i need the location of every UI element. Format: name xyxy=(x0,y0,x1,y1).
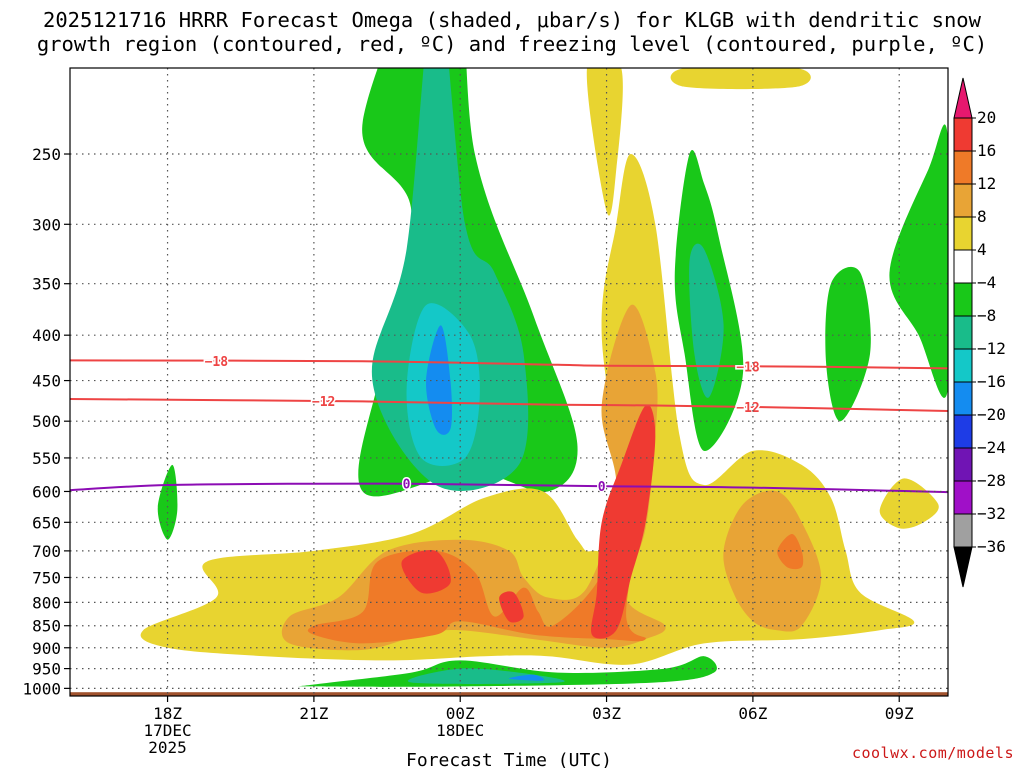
y-tick-label-650: 650 xyxy=(32,513,61,532)
colorbar-label-5: −4 xyxy=(977,273,996,292)
colorbar-box-2 xyxy=(953,183,973,218)
omega-region-descent-teal-east xyxy=(689,243,724,398)
colorbar-label-4: 4 xyxy=(977,240,987,259)
grid-lines xyxy=(70,68,948,696)
y-tick-label-600: 600 xyxy=(32,482,61,501)
colorbar-label-8: −16 xyxy=(977,372,1006,391)
x-tick-label-6-0: 00Z xyxy=(446,704,475,723)
x-tick-label-0-0: 18Z xyxy=(153,704,182,723)
x-tick-label-12-0: 06Z xyxy=(738,704,767,723)
contour-lines: −18 −18 −12 −12 0 0 xyxy=(70,353,948,497)
colorbar-label-1: 16 xyxy=(977,141,996,160)
x-tick-label-6-1: 18DEC xyxy=(436,721,484,740)
omega-region-ascent-red-b xyxy=(499,591,524,623)
y-tick-label-800: 800 xyxy=(32,593,61,612)
contour-label-freezing-level-0c-0: 0 xyxy=(403,478,411,493)
x-tick-label-9-0: 03Z xyxy=(592,704,621,723)
omega-region-ascent-yellow-top xyxy=(586,68,623,216)
y-tick-label-550: 550 xyxy=(32,449,61,468)
colorbar-box-7 xyxy=(953,348,973,383)
y-tick-label-400: 400 xyxy=(32,326,61,345)
colorbar-label-3: 8 xyxy=(977,207,987,226)
x-axis-title: Forecast Time (UTC) xyxy=(406,750,612,768)
omega-shading xyxy=(140,68,948,687)
colorbar-label-11: −28 xyxy=(977,471,1006,490)
colorbar-top-arrow xyxy=(953,77,973,119)
x-tick-label-15-0: 09Z xyxy=(885,704,914,723)
omega-region-descent-green-far-east xyxy=(889,124,948,398)
omega-region-descent-green-small xyxy=(825,266,871,422)
contour-label-dgz-minus18-1: −18 xyxy=(736,360,760,375)
omega-region-ascent-yellow-top2 xyxy=(670,68,811,90)
colorbar-label-10: −24 xyxy=(977,438,1006,457)
omega-region-ascent-gold-east xyxy=(723,490,822,632)
omega-region-descent-green-18z xyxy=(157,464,178,540)
colorbar-label-13: −36 xyxy=(977,537,1006,556)
plot-frame xyxy=(69,67,949,697)
contour-label-dgz-minus12-0: −12 xyxy=(312,395,335,410)
omega-region-ascent-yellow-east xyxy=(879,478,939,529)
contour-label-dgz-minus12-1: −12 xyxy=(736,401,759,416)
colorbar-box-9 xyxy=(953,414,973,449)
colorbar-bottom-arrow xyxy=(953,546,973,588)
colorbar-label-12: −32 xyxy=(977,504,1006,523)
y-tick-label-950: 950 xyxy=(32,660,61,679)
y-tick-label-1000: 1000 xyxy=(22,679,61,698)
colorbar-box-11 xyxy=(953,480,973,515)
colorbar-label-7: −12 xyxy=(977,339,1006,358)
omega-colorbar: 20 16 12 8 4 −4 −8 −12 −16 −20 −24 −28 −32 −36 xyxy=(953,77,1006,588)
omega-region-ascent-orange-main xyxy=(307,419,652,644)
chart-title-line-2: growth region (contoured, red, ºC) and f… xyxy=(36,32,988,56)
y-tick-label-750: 750 xyxy=(32,568,61,587)
omega-region-ascent-yellow-main xyxy=(140,154,915,665)
y-tick-label-350: 350 xyxy=(32,275,61,294)
y-axis: 250 300 350 400 450 500 550 600 650 700 750 800 850 9… xyxy=(22,145,70,698)
colorbar-label-9: −20 xyxy=(977,405,1006,424)
colorbar-label-2: 12 xyxy=(977,174,996,193)
y-tick-label-450: 450 xyxy=(32,372,61,391)
y-tick-label-500: 500 xyxy=(32,412,61,431)
x-tick-label-0-1: 17DEC xyxy=(143,721,191,740)
colorbar-box-4 xyxy=(953,249,973,284)
omega-region-descent-blue-lowlevel xyxy=(508,674,545,681)
colorbar-box-12 xyxy=(953,513,973,548)
colorbar-box-0 xyxy=(953,117,973,152)
y-tick-label-850: 850 xyxy=(32,617,61,636)
surface-ground-bar xyxy=(70,692,948,696)
x-tick-label-0-2: 2025 xyxy=(148,738,187,757)
omega-region-ascent-orange-east xyxy=(777,534,804,570)
colorbar-label-0: 20 xyxy=(977,108,996,127)
contour-freezing-level-0c xyxy=(70,482,948,494)
chart-title-line-1: 2025121716 HRRR Forecast Omega (shaded, … xyxy=(43,8,981,32)
y-tick-label-250: 250 xyxy=(32,145,61,164)
x-tick-label-3-0: 21Z xyxy=(299,704,328,723)
colorbar-box-6 xyxy=(953,315,973,350)
omega-region-ascent-red-a xyxy=(401,550,451,594)
contour-dgz-minus12 xyxy=(70,398,948,412)
contour-dgz-minus18 xyxy=(70,359,948,370)
y-tick-label-300: 300 xyxy=(32,215,61,234)
colorbar-label-6: −8 xyxy=(977,306,996,325)
omega-region-ascent-red-main xyxy=(591,404,656,639)
contour-label-dgz-minus18-0: −18 xyxy=(205,355,229,370)
omega-region-descent-blue-core xyxy=(426,325,453,435)
contour-label-freezing-level-0c-1: 0 xyxy=(598,480,606,495)
colorbar-box-3 xyxy=(953,216,973,251)
credit-text: coolwx.com/models xyxy=(851,744,1014,762)
colorbar-box-8 xyxy=(953,381,973,416)
y-tick-label-900: 900 xyxy=(32,639,61,658)
colorbar-box-5 xyxy=(953,282,973,317)
y-tick-label-700: 700 xyxy=(32,542,61,561)
colorbar-box-1 xyxy=(953,150,973,185)
colorbar-box-10 xyxy=(953,447,973,482)
